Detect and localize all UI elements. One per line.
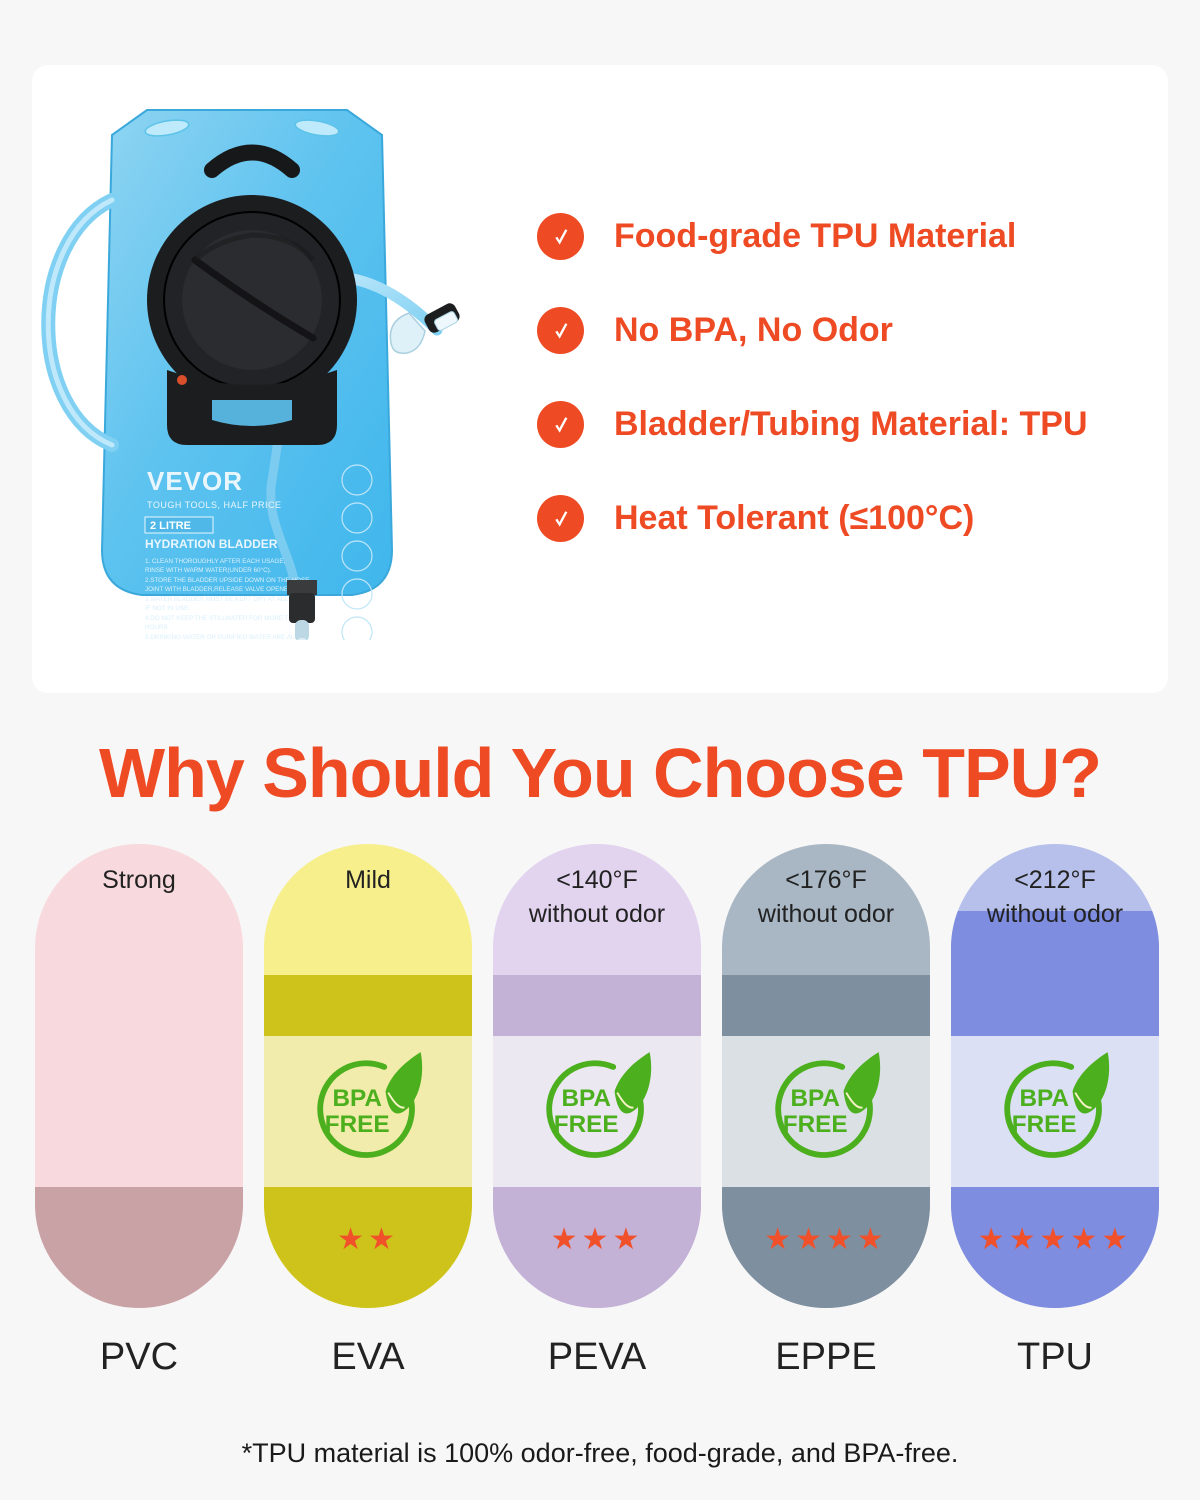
svg-text:5.DRINKING WATER OR PURIFIED W: 5.DRINKING WATER OR PURIFIED WATER ARE A…	[145, 634, 310, 640]
svg-text:2 LITRE: 2 LITRE	[150, 520, 191, 532]
svg-text:1. CLEAN THOROUGHLY AFTER EACH: 1. CLEAN THOROUGHLY AFTER EACH USAGE,	[145, 558, 286, 565]
svg-text:RINSE WITH WARM WATER(UNDER: RINSE WITH WARM WATER(UNDER 60°C).	[145, 566, 272, 574]
svg-text:TOUGH TOOLS, HALF PRICE: TOUGH TOOLS, HALF PRICE	[147, 500, 282, 510]
svg-text:3.WATER BLADDER MUST BE KEPT D: 3.WATER BLADDER MUST BE KEPT DRY AT ALL …	[145, 596, 308, 603]
svg-text:HYDRATION BLADDER: HYDRATION BLADDER	[145, 537, 278, 551]
svg-text:JOINT WITH BLADDER,RELEASE VAL: JOINT WITH BLADDER,RELEASE VALVE OPENED.	[145, 586, 295, 593]
svg-text:2.STORE THE BLADDER UPSIDE DOW: 2.STORE THE BLADDER UPSIDE DOWN ON THE H…	[145, 577, 309, 584]
svg-text:HOURS.: HOURS.	[145, 624, 170, 631]
svg-text:VEVOR: VEVOR	[147, 466, 243, 496]
svg-text:IF NOT IN USE.: IF NOT IN USE.	[145, 605, 190, 612]
svg-text:4.DO NOT KEEP THE STILLWATER F: 4.DO NOT KEEP THE STILLWATER FOR MORE TH…	[145, 615, 311, 622]
